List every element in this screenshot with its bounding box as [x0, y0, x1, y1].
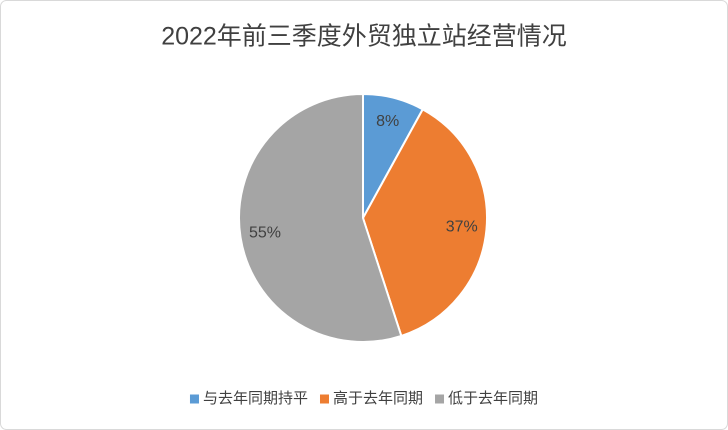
legend-label: 低于去年同期	[448, 390, 538, 407]
data-label: 8%	[376, 113, 399, 130]
legend-label: 高于去年同期	[333, 390, 423, 407]
legend-swatch	[189, 394, 199, 404]
data-label: 37%	[446, 219, 478, 236]
pie-slice	[361, 107, 488, 338]
legend-swatch	[319, 394, 329, 404]
legend-swatch	[435, 394, 445, 404]
data-label: 55%	[249, 225, 281, 242]
pie-slice	[238, 92, 403, 343]
legend-label: 与去年同期持平	[203, 390, 308, 407]
chart-title: 2022年前三季度外贸独立站经营情况	[161, 23, 567, 51]
